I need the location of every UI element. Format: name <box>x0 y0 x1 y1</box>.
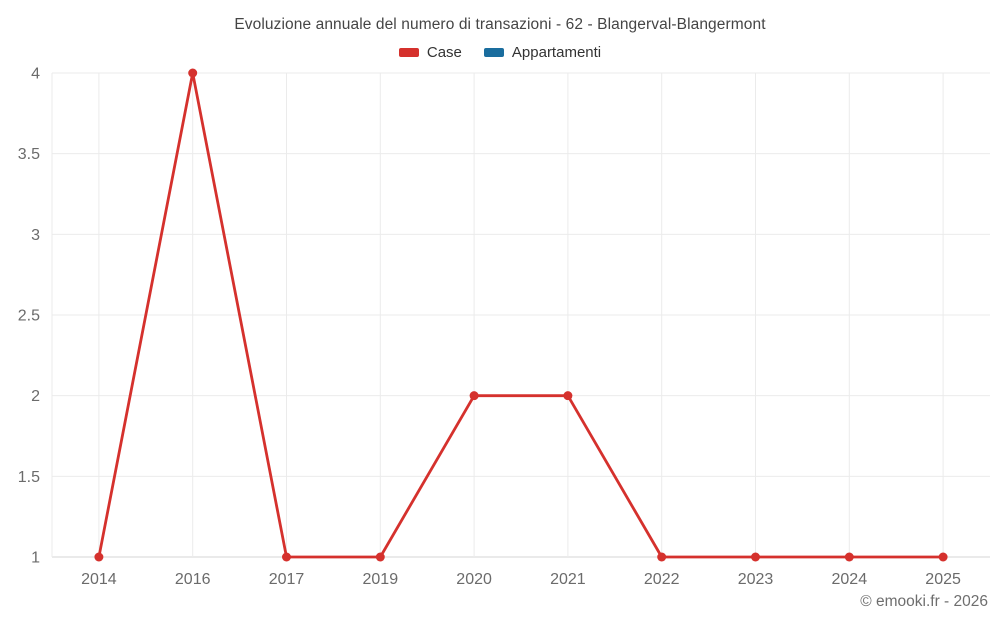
x-tick-label: 2024 <box>832 571 868 588</box>
case-series-swatch <box>398 48 419 57</box>
y-tick-label: 3.5 <box>18 146 40 163</box>
series-line-case <box>97 71 945 559</box>
x-tick-label: 2025 <box>925 571 961 588</box>
legend-label-appartamenti: Appartamenti <box>511 44 602 61</box>
appartamenti-series-swatch <box>483 48 504 57</box>
y-tick-label: 2 <box>31 388 40 405</box>
data-point[interactable] <box>94 552 104 562</box>
data-point[interactable] <box>375 552 385 562</box>
legend: Case Appartamenti <box>0 44 1000 61</box>
data-point[interactable] <box>282 552 291 562</box>
y-tick-label: 2.5 <box>18 308 40 325</box>
x-tick-label: 2022 <box>644 571 680 588</box>
data-point[interactable] <box>751 552 760 562</box>
y-tick-label: 1 <box>31 550 40 567</box>
data-point[interactable] <box>469 391 479 401</box>
x-tick-label: 2021 <box>550 571 586 588</box>
data-point[interactable] <box>844 552 854 562</box>
x-tick-label: 2019 <box>363 571 399 588</box>
x-tick-label: 2020 <box>456 571 492 588</box>
data-point[interactable] <box>188 68 198 78</box>
legend-label-case: Case <box>426 44 462 61</box>
x-tick-label: 2017 <box>269 571 305 588</box>
data-point[interactable] <box>938 552 948 562</box>
data-point[interactable] <box>563 391 573 401</box>
y-tick-label: 1.5 <box>18 469 40 486</box>
x-tick-label: 2023 <box>738 571 774 588</box>
copyright: © emooki.fr - 2026 <box>860 593 988 610</box>
chart-title: Evoluzione annuale del numero di transaz… <box>234 16 766 33</box>
y-tick-label: 3 <box>31 227 40 244</box>
legend-item-appartamenti[interactable]: Appartamenti <box>483 44 602 61</box>
x-tick-label: 2016 <box>175 571 211 588</box>
x-tick-label: 2014 <box>81 571 117 588</box>
y-tick-label: 4 <box>31 66 40 83</box>
data-point[interactable] <box>657 552 667 562</box>
legend-item-case[interactable]: Case <box>398 44 462 61</box>
